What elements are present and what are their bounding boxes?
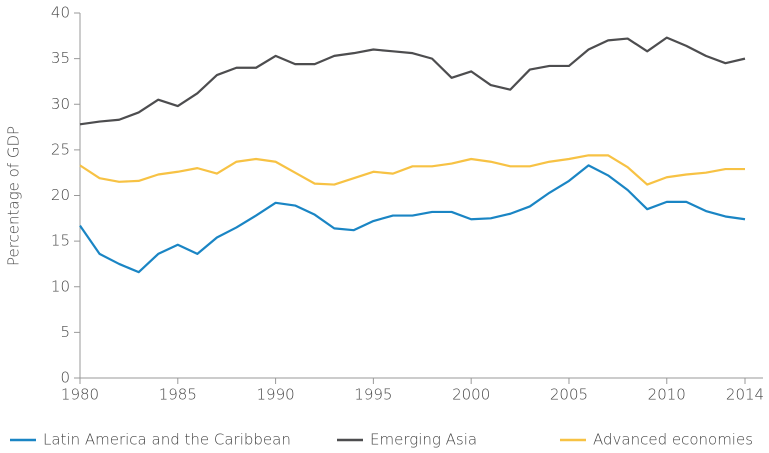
x-tick-label: 2010 <box>648 386 686 404</box>
y-tick-label: 35 <box>51 49 70 67</box>
series-line <box>79 36 746 126</box>
legend-label: Latin America and the Caribbean <box>43 431 291 449</box>
y-tick-label: 30 <box>51 95 70 113</box>
x-tick-label: 1980 <box>61 386 99 404</box>
y-tick-label: 10 <box>51 277 70 295</box>
y-tick-label: 15 <box>51 232 70 250</box>
y-axis-label: Percentage of GDP <box>5 126 23 266</box>
legend: Latin America and the Caribbean Emerging … <box>10 431 753 449</box>
y-tick-label: 25 <box>51 140 70 158</box>
x-tick-label: 1985 <box>159 386 197 404</box>
y-tick-label: 40 <box>51 4 70 22</box>
y-tick-label: 0 <box>60 369 70 387</box>
x-tick-label: 2005 <box>550 386 588 404</box>
x-tick-label: 2014 <box>726 386 764 404</box>
x-tick-label: 1995 <box>354 386 392 404</box>
y-tick-label: 5 <box>60 323 70 341</box>
legend-label: Advanced economies <box>593 431 753 449</box>
series-line <box>79 154 745 186</box>
series-line <box>79 164 746 274</box>
legend-label: Emerging Asia <box>370 431 477 449</box>
y-tick-label: 20 <box>51 186 70 204</box>
x-tick-label: 2000 <box>452 386 490 404</box>
x-tick-label: 1990 <box>256 386 294 404</box>
